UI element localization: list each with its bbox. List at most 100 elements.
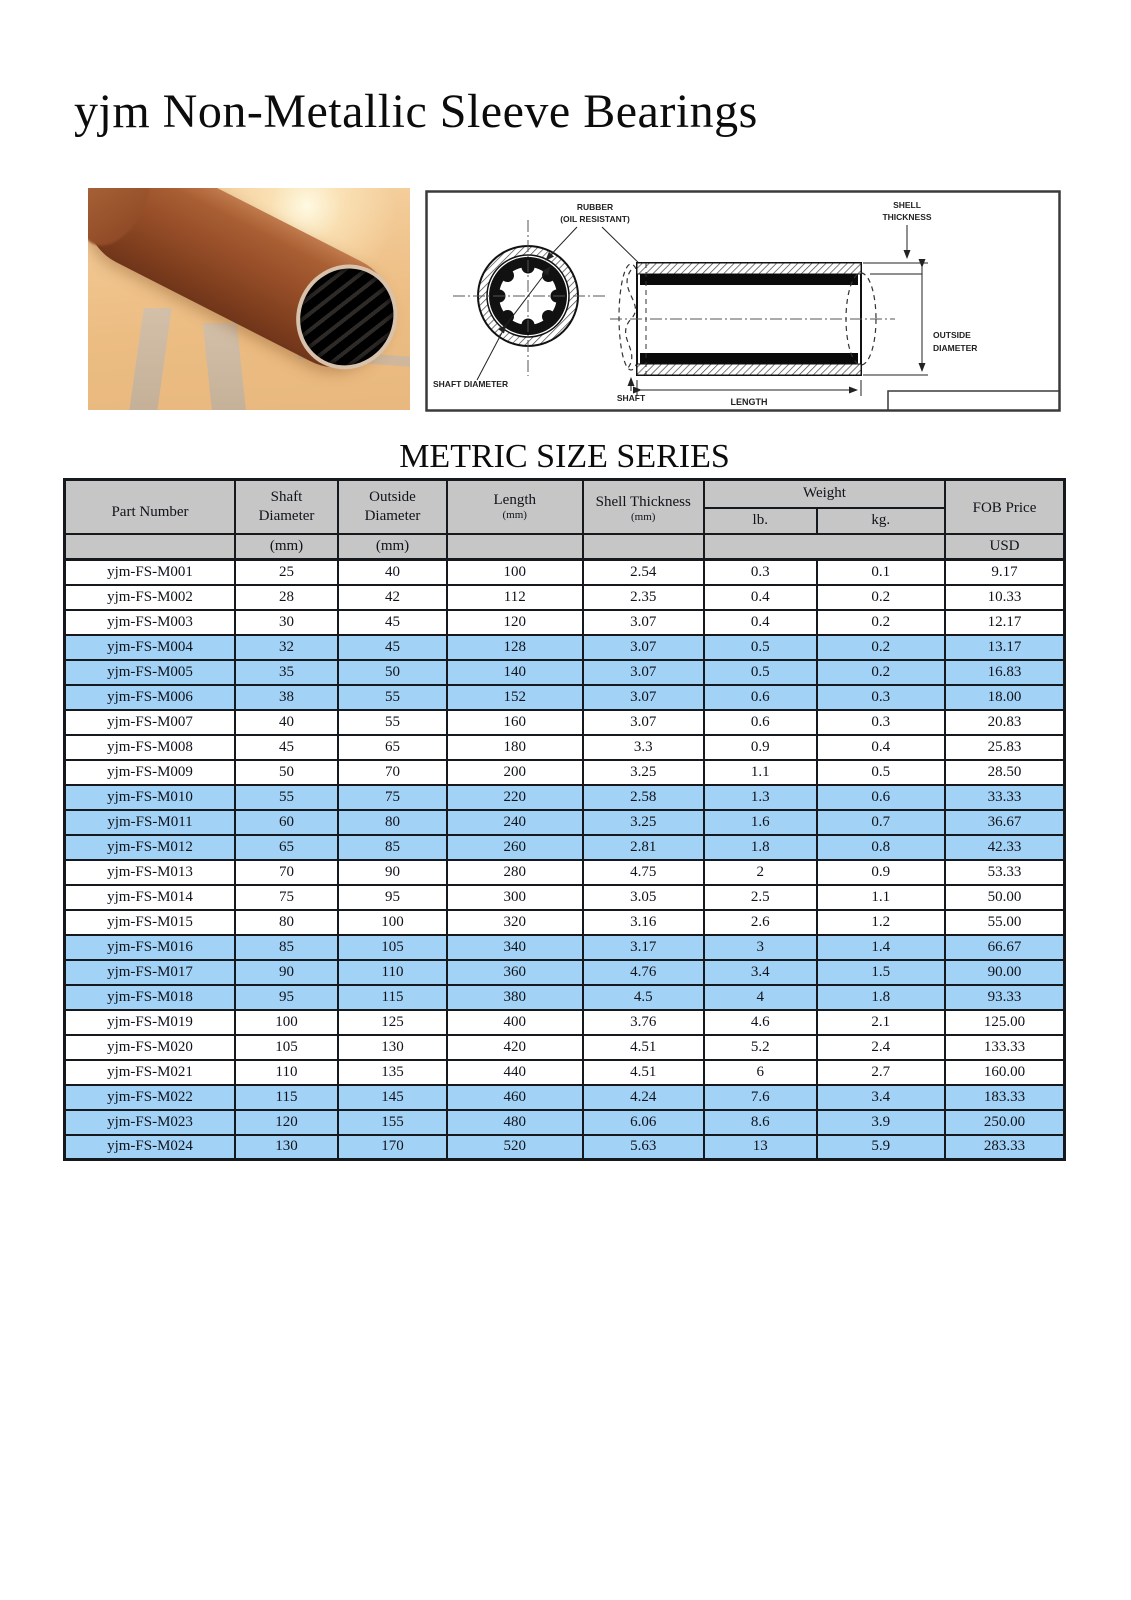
table-cell-shaft: 110 <box>234 1058 339 1086</box>
table-row: yjm-FS-M007 40 55 160 3.07 0.6 0.3 20.83 <box>63 708 1066 736</box>
table-cell-part: yjm-FS-M015 <box>63 908 236 936</box>
table-cell-lb: 1.1 <box>703 758 818 786</box>
table-cell-length: 180 <box>446 733 584 761</box>
table-cell-shell: 3.05 <box>581 883 705 911</box>
table-cell-price: 183.33 <box>944 1083 1066 1111</box>
table-cell-price: 90.00 <box>944 958 1066 986</box>
table-cell-outside: 50 <box>337 658 448 686</box>
diagram-footer-box <box>887 390 1060 411</box>
table-cell-part: yjm-FS-M010 <box>63 783 236 811</box>
table-cell-outside: 125 <box>337 1008 448 1036</box>
table-cell-price: 250.00 <box>944 1108 1066 1136</box>
table-cell-shell: 2.81 <box>581 833 705 861</box>
table-cell-shell: 5.63 <box>581 1133 705 1161</box>
table-cell-length: 380 <box>446 983 584 1011</box>
table-cell-length: 400 <box>446 1008 584 1036</box>
table-cell-length: 340 <box>446 933 584 961</box>
table-cell-length: 160 <box>446 708 584 736</box>
table-cell-part: yjm-FS-M001 <box>63 558 236 586</box>
table-cell-shell: 4.24 <box>581 1083 705 1111</box>
table-cell-kg: 1.8 <box>815 983 946 1011</box>
table-cell-length: 140 <box>446 658 584 686</box>
table-cell-kg: 1.4 <box>815 933 946 961</box>
table-cell-outside: 115 <box>337 983 448 1011</box>
table-cell-shell: 3.07 <box>581 608 705 636</box>
header-outside-line1: Outside <box>369 489 416 505</box>
table-cell-shell: 2.58 <box>581 783 705 811</box>
table-cell-price: 25.83 <box>944 733 1066 761</box>
table-cell-outside: 170 <box>337 1133 448 1161</box>
table-cell-part: yjm-FS-M024 <box>63 1133 236 1161</box>
header-shell-thickness-label: Shell Thickness <box>595 493 691 510</box>
bearing-dimension-drawing: RUBBER (OIL RESISTANT) SHELL THICKNESS O… <box>425 190 1061 412</box>
table-cell-lb: 3.4 <box>703 958 818 986</box>
table-cell-shell: 3.17 <box>581 933 705 961</box>
table-cell-length: 460 <box>446 1083 584 1111</box>
table-cell-shaft: 70 <box>234 858 339 886</box>
table-cell-length: 440 <box>446 1058 584 1086</box>
table-cell-kg: 5.9 <box>815 1133 946 1161</box>
table-cell-shaft: 55 <box>234 783 339 811</box>
table-cell-kg: 0.1 <box>815 558 946 586</box>
table-cell-price: 50.00 <box>944 883 1066 911</box>
table-row: yjm-FS-M020 105 130 420 4.51 5.2 2.4 133.33 <box>63 1033 1066 1061</box>
header-weight: Weight <box>703 478 946 509</box>
table-cell-lb: 0.5 <box>703 633 818 661</box>
table-cell-price: 20.83 <box>944 708 1066 736</box>
outside-diameter-dimension: OUTSIDE DIAMETER <box>863 259 977 376</box>
table-cell-part: yjm-FS-M011 <box>63 808 236 836</box>
table-cell-shaft: 60 <box>234 808 339 836</box>
product-photo <box>88 188 410 410</box>
table-cell-length: 260 <box>446 833 584 861</box>
table-cell-price: 55.00 <box>944 908 1066 936</box>
header-length-spacer <box>446 533 584 561</box>
table-cell-outside: 40 <box>337 558 448 586</box>
table-row: yjm-FS-M011 60 80 240 3.25 1.6 0.7 36.67 <box>63 808 1066 836</box>
table-cell-part: yjm-FS-M022 <box>63 1083 236 1111</box>
table-cell-kg: 2.4 <box>815 1033 946 1061</box>
table-row: yjm-FS-M023 120 155 480 6.06 8.6 3.9 250.00 <box>63 1108 1066 1136</box>
table-cell-length: 120 <box>446 608 584 636</box>
table-cell-length: 360 <box>446 958 584 986</box>
table-cell-length: 128 <box>446 633 584 661</box>
table-row: yjm-FS-M019 100 125 400 3.76 4.6 2.1 125.00 <box>63 1008 1066 1036</box>
cylinder-far-end <box>88 188 165 258</box>
table-cell-shaft: 90 <box>234 958 339 986</box>
table-cell-outside: 100 <box>337 908 448 936</box>
table-cell-shaft: 30 <box>234 608 339 636</box>
svg-text:SHAFT: SHAFT <box>617 393 646 403</box>
table-cell-kg: 0.2 <box>815 658 946 686</box>
table-cell-kg: 0.3 <box>815 708 946 736</box>
table-cell-part: yjm-FS-M002 <box>63 583 236 611</box>
table-cell-part: yjm-FS-M020 <box>63 1033 236 1061</box>
table-cell-shell: 3.76 <box>581 1008 705 1036</box>
table-cell-shell: 4.51 <box>581 1058 705 1086</box>
length-dimension: LENGTH <box>633 380 862 407</box>
table-cell-outside: 45 <box>337 608 448 636</box>
sailboat-silhouette <box>202 323 248 410</box>
table-cell-shaft: 38 <box>234 683 339 711</box>
section-title: METRIC SIZE SERIES <box>399 438 730 475</box>
table-cell-outside: 95 <box>337 883 448 911</box>
table-cell-shell: 3.07 <box>581 633 705 661</box>
table-cell-lb: 4 <box>703 983 818 1011</box>
table-cell-shaft: 85 <box>234 933 339 961</box>
table-cell-price: 125.00 <box>944 1008 1066 1036</box>
table-cell-length: 220 <box>446 783 584 811</box>
table-cell-length: 152 <box>446 683 584 711</box>
table-cell-kg: 0.7 <box>815 808 946 836</box>
table-cell-shell: 4.51 <box>581 1033 705 1061</box>
table-row: yjm-FS-M005 35 50 140 3.07 0.5 0.2 16.83 <box>63 658 1066 686</box>
table-cell-lb: 0.5 <box>703 658 818 686</box>
table-cell-shaft: 28 <box>234 583 339 611</box>
table-cell-length: 200 <box>446 758 584 786</box>
table-cell-length: 300 <box>446 883 584 911</box>
table-cell-price: 53.33 <box>944 858 1066 886</box>
cylinder-open-end-ribbed-bore <box>278 247 410 387</box>
header-outside-line2: Diameter <box>364 507 421 524</box>
table-cell-kg: 3.9 <box>815 1108 946 1136</box>
table-cell-shaft: 80 <box>234 908 339 936</box>
table-cell-shell: 3.07 <box>581 658 705 686</box>
table-cell-kg: 3.4 <box>815 1083 946 1111</box>
